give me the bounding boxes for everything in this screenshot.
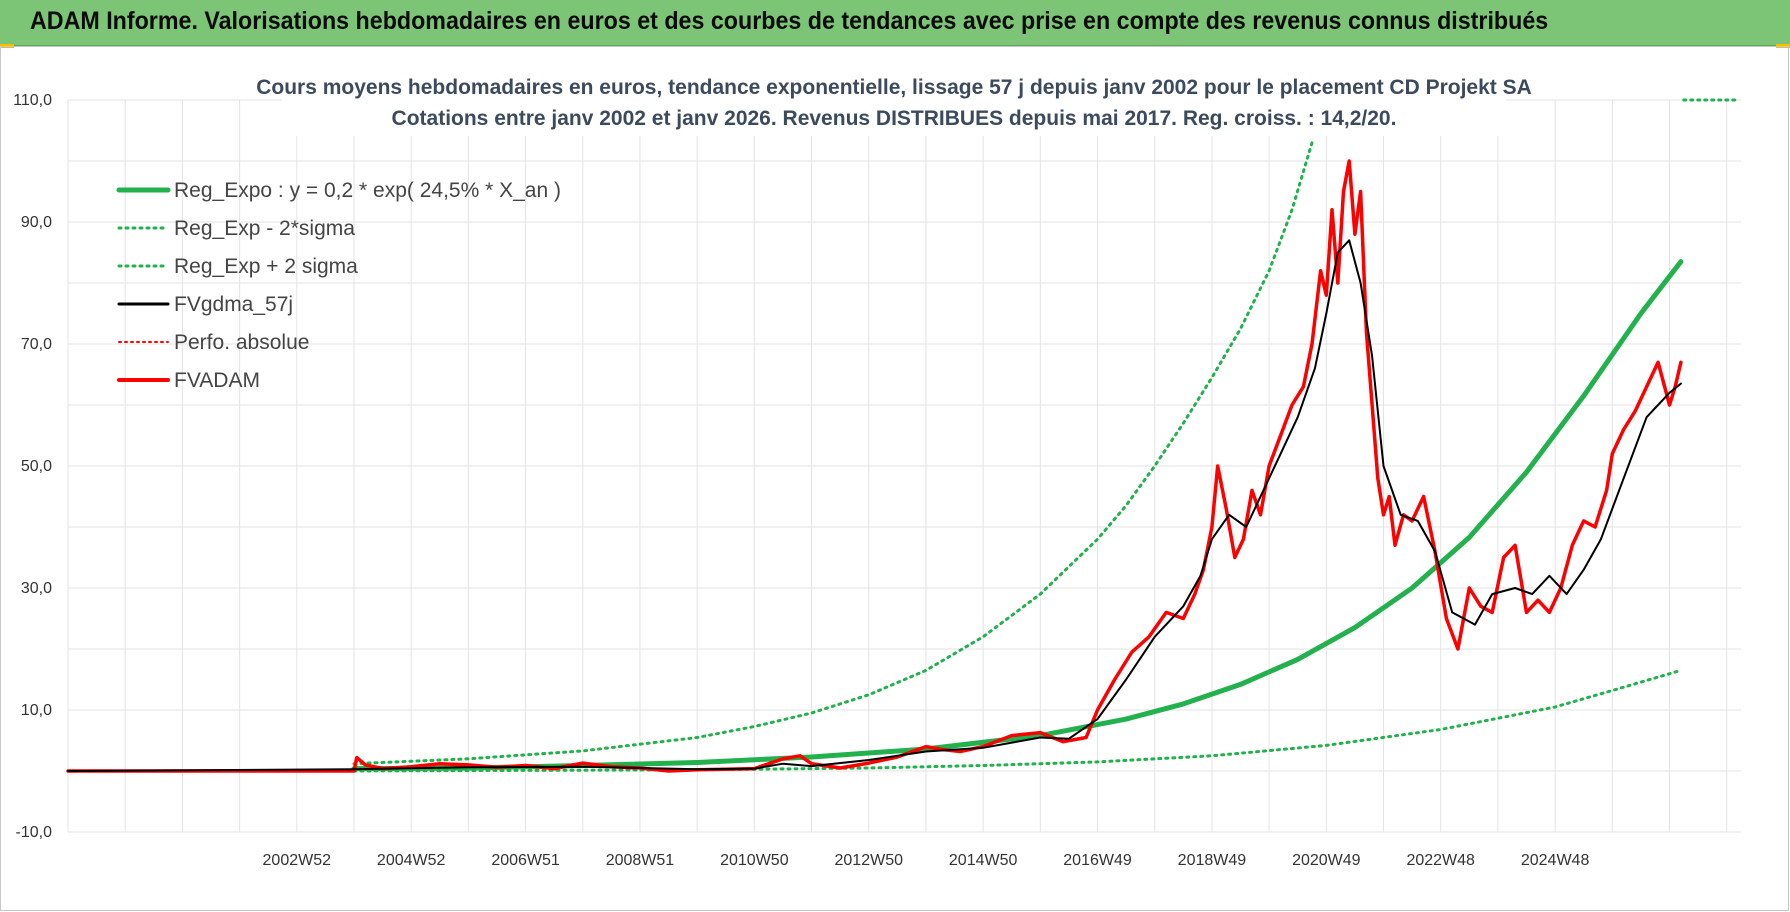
series-fvgdma-57j	[67, 239, 1682, 772]
x-tick-label: 2012W50	[835, 852, 904, 869]
title-background	[282, 70, 1506, 136]
chart-frame	[0, 46, 1789, 911]
legend-label: Reg_Exp - 2*sigma	[174, 217, 355, 240]
banner-title: ADAM Informe. Valorisations hebdomadaire…	[30, 7, 1549, 35]
y-axis: -10,0 10,0 30,0 50,0 70,0 90,0 110,0	[13, 92, 52, 841]
series-reg-exp-minus-2sigma	[352, 668, 1683, 773]
y-tick-label: 30,0	[21, 580, 52, 597]
y-tick-label: 70,0	[21, 336, 52, 353]
series-reg-expo	[351, 259, 1684, 772]
x-tick-label: 2022W48	[1406, 852, 1475, 869]
series-reg-exp-plus-2sigma	[352, 141, 1314, 766]
x-axis: 2002W52 2004W52 2006W51 2008W51 2010W50 2012W…	[263, 852, 1590, 869]
x-tick-label: 2006W51	[491, 852, 560, 869]
y-tick-label: 50,0	[21, 458, 52, 475]
title-banner: ADAM Informe. Valorisations hebdomadaire…	[0, 0, 1790, 46]
y-tick-label: 90,0	[21, 214, 52, 231]
legend-label: Reg_Expo : y = 0,2 * exp( 24,5% * X_an )	[174, 179, 561, 202]
grid	[67, 99, 1741, 833]
legend: Reg_Expo : y = 0,2 * exp( 24,5% * X_an )…	[116, 179, 561, 392]
y-tick-label: 110,0	[13, 92, 52, 109]
y-tick-label: -10,0	[16, 824, 53, 841]
legend-label: FVADAM	[174, 369, 260, 392]
chart-title-line-1: Cours moyens hebdomadaires en euros, ten…	[256, 76, 1532, 99]
x-tick-label: 2004W52	[377, 852, 446, 869]
x-tick-label: 2010W50	[720, 852, 789, 869]
x-tick-label: 2016W49	[1063, 852, 1132, 869]
legend-label: Perfo. absolue	[174, 331, 309, 354]
x-tick-label: 2018W49	[1178, 852, 1247, 869]
chart-title-line-2: Cotations entre janv 2002 et janv 2026. …	[392, 107, 1397, 130]
legend-label: FVgdma_57j	[174, 293, 293, 316]
series-group	[66, 98, 1740, 773]
x-tick-label: 2008W51	[606, 852, 675, 869]
x-tick-label: 2002W52	[263, 852, 332, 869]
x-tick-label: 2014W50	[949, 852, 1018, 869]
x-tick-label: 2020W49	[1292, 852, 1361, 869]
x-tick-label: 2024W48	[1521, 852, 1590, 869]
y-tick-label: 10,0	[21, 702, 52, 719]
legend-label: Reg_Exp + 2 sigma	[174, 255, 358, 278]
